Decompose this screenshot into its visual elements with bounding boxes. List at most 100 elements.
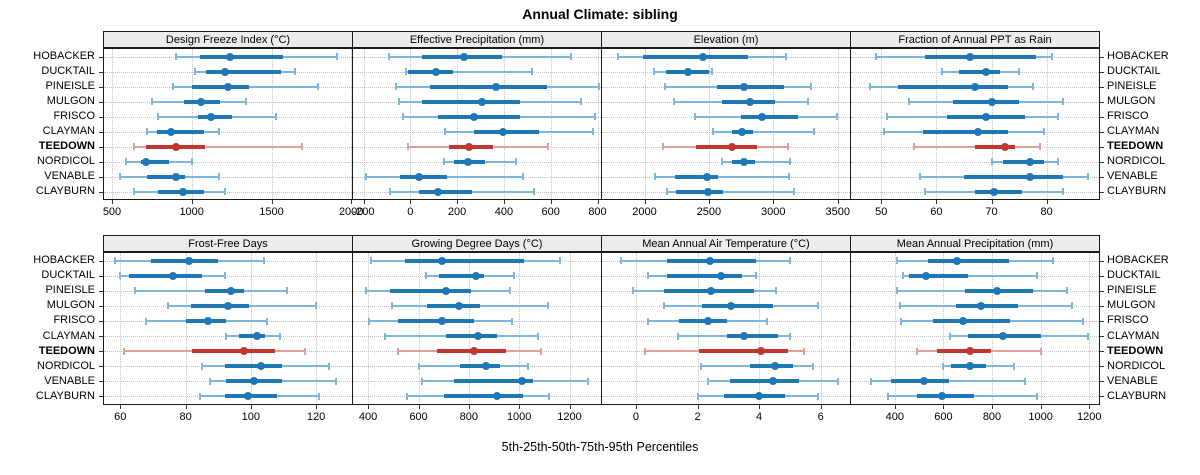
axis-tick <box>1046 200 1048 204</box>
median-dot <box>469 112 478 121</box>
whisker-cap <box>913 143 916 150</box>
axis-tick-label: 80 <box>179 411 192 423</box>
axis-tick-label: 600 <box>934 411 953 423</box>
median-dot <box>454 301 463 310</box>
whisker-cap <box>1018 68 1021 75</box>
whisker-cap <box>134 287 136 295</box>
site-label-left: CLAYBURN <box>35 185 95 197</box>
percentile-bar-25-75 <box>937 349 991 354</box>
percentile-bar-25-75 <box>206 69 282 74</box>
whisker-cap <box>809 83 812 90</box>
gridline-vertical <box>936 49 938 199</box>
whisker-cap <box>1031 83 1034 90</box>
whisker-cap <box>1042 128 1045 135</box>
whisker-cap <box>119 272 122 280</box>
panel-header: Mean Annual Precipitation (mm) <box>850 235 1100 252</box>
whisker-cap <box>217 173 220 180</box>
percentile-bar-25-75 <box>975 144 1016 149</box>
percentile-bar-25-75 <box>955 303 1018 308</box>
percentile-bar-25-75 <box>438 114 521 119</box>
whisker-cap <box>547 143 550 150</box>
site-label-right: VENABLE <box>1107 374 1158 387</box>
whisker-cap <box>122 347 125 355</box>
whisker-cap <box>699 362 702 370</box>
gridline-vertical <box>112 49 113 199</box>
whisker-cap <box>676 332 679 340</box>
panel <box>103 252 353 405</box>
median-dot <box>684 67 693 76</box>
whisker-cap <box>285 287 288 295</box>
whisker-cap <box>1051 257 1054 264</box>
axis-tick-label: 1000 <box>179 206 204 218</box>
row-tick <box>99 351 103 353</box>
row-tick <box>99 116 103 118</box>
whisker-cap <box>707 377 710 385</box>
axis-tick <box>1089 405 1091 409</box>
whisker-cap <box>303 347 306 355</box>
whisker-cap <box>443 158 446 165</box>
whisker-cap <box>647 272 650 280</box>
axis-tick-label: 0 <box>632 411 639 423</box>
axis-tick <box>837 200 839 204</box>
row-tick <box>99 366 103 368</box>
whisker-cap <box>328 362 331 370</box>
gridline-horizontal <box>104 161 352 163</box>
panel <box>850 252 1100 405</box>
gridline-horizontal <box>104 275 352 277</box>
axis-tick-label: 6 <box>817 411 824 423</box>
whisker-cap <box>788 257 791 264</box>
percentile-bar-25-75 <box>151 258 219 263</box>
whisker-cap <box>644 347 647 355</box>
median-dot <box>469 347 478 356</box>
row-tick <box>99 290 103 292</box>
whisker-cap <box>539 347 542 355</box>
site-label-left: VENABLE <box>44 374 95 387</box>
median-dot <box>739 332 748 340</box>
axis-tick <box>457 200 459 204</box>
median-dot <box>938 392 947 401</box>
gridline-horizontal <box>104 176 352 178</box>
median-dot <box>971 82 979 91</box>
whisker-cap <box>580 98 583 105</box>
median-dot <box>472 271 481 280</box>
whisker-cap <box>940 68 943 75</box>
whisker-cap <box>145 317 148 325</box>
site-label-left: DUCKTAIL <box>41 269 95 282</box>
site-label-left: PINEISLE <box>45 80 95 92</box>
row-tick <box>1100 146 1104 148</box>
whisker-cap <box>869 83 872 90</box>
row-tick <box>99 101 103 103</box>
median-dot <box>167 127 175 136</box>
axis-tick <box>597 200 599 204</box>
percentile-bar-25-75 <box>408 69 453 74</box>
median-dot <box>438 317 447 325</box>
median-dot <box>204 317 213 325</box>
median-dot <box>197 97 206 106</box>
median-dot <box>966 362 975 371</box>
whisker-cap <box>942 362 945 370</box>
percentile-whisker-5-95 <box>405 70 532 73</box>
whisker-cap <box>262 257 265 264</box>
whisker-cap <box>1036 272 1038 280</box>
whisker-cap <box>1056 113 1059 120</box>
whisker-cap <box>125 158 128 165</box>
whisker-cap <box>224 188 227 195</box>
axis-tick <box>697 405 699 409</box>
whisker-cap <box>816 392 819 400</box>
site-label-right: DUCKTAIL <box>1107 65 1161 77</box>
percentile-bar-25-75 <box>723 394 786 399</box>
site-label-left: HOBACKER <box>33 254 95 267</box>
whisker-cap <box>199 392 202 400</box>
whisker-cap <box>1036 392 1038 400</box>
site-label-right: NORDICOL <box>1107 155 1166 167</box>
axis-tick-label: 2000 <box>632 206 657 218</box>
median-dot <box>698 52 707 61</box>
gridline-vertical <box>316 253 318 404</box>
whisker-cap <box>279 332 282 340</box>
percentile-bar-25-75 <box>418 189 473 194</box>
site-label-left: FRISCO <box>53 110 95 122</box>
whisker-cap <box>171 83 174 90</box>
percentile-whisker-5-95 <box>712 130 814 133</box>
percentile-bar-25-75 <box>389 288 472 293</box>
